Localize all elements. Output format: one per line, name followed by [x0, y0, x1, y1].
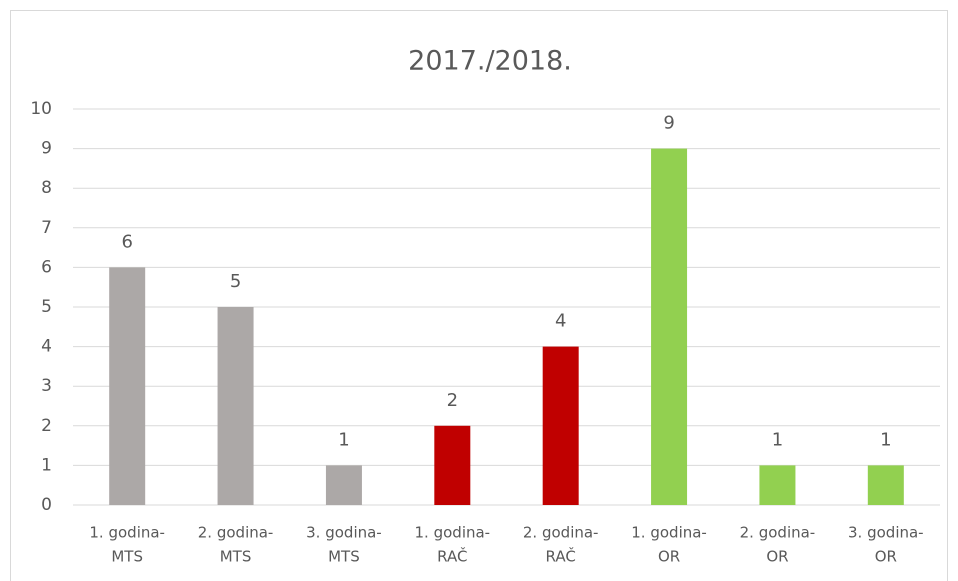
bar — [325, 465, 362, 505]
bar — [759, 465, 796, 505]
x-tick-label: RAČ — [546, 547, 576, 566]
y-tick-label: 0 — [41, 495, 52, 515]
y-tick-label: 6 — [41, 257, 52, 277]
bar — [867, 465, 904, 505]
x-tick-label: MTS — [111, 548, 143, 566]
x-tick-label: MTS — [328, 548, 360, 566]
x-tick-label: 1. godina- — [415, 524, 491, 542]
y-tick-label: 3 — [41, 376, 52, 396]
x-tick-label: 3. godina- — [306, 524, 382, 542]
bar — [542, 346, 579, 505]
x-tick-label: OR — [766, 548, 788, 566]
x-tick-label: 1. godina- — [89, 524, 165, 542]
x-tick-label: RAČ — [437, 547, 467, 566]
y-tick-label: 5 — [41, 297, 52, 317]
x-tick-label: 2. godina- — [523, 524, 599, 542]
y-tick-label: 2 — [41, 416, 52, 436]
data-label: 1 — [338, 429, 349, 450]
x-tick-label: MTS — [220, 548, 252, 566]
data-label: 6 — [121, 231, 132, 252]
y-tick-label: 8 — [41, 178, 52, 198]
data-label: 1 — [880, 429, 891, 450]
y-tick-label: 4 — [41, 337, 52, 357]
x-tick-label: 3. godina- — [848, 524, 924, 542]
y-tick-label: 1 — [41, 455, 52, 475]
bar — [651, 148, 688, 505]
chart-title: 2017./2018. — [408, 46, 572, 77]
bar — [109, 267, 146, 505]
y-tick-label: 7 — [41, 218, 52, 238]
data-label: 9 — [663, 113, 674, 134]
x-tick-label: 2. godina- — [740, 524, 816, 542]
chart-border — [10, 10, 948, 581]
y-tick-label: 9 — [41, 139, 52, 159]
data-label: 4 — [555, 311, 566, 332]
x-tick-label: OR — [875, 548, 897, 566]
bar — [217, 307, 254, 505]
y-tick-label: 10 — [30, 99, 52, 119]
data-label: 1 — [772, 429, 783, 450]
x-tick-label: 2. godina- — [198, 524, 274, 542]
bar — [434, 425, 471, 505]
data-label: 5 — [230, 271, 241, 292]
x-tick-label: OR — [658, 548, 680, 566]
x-tick-label: 1. godina- — [631, 524, 707, 542]
data-label: 2 — [447, 390, 458, 411]
